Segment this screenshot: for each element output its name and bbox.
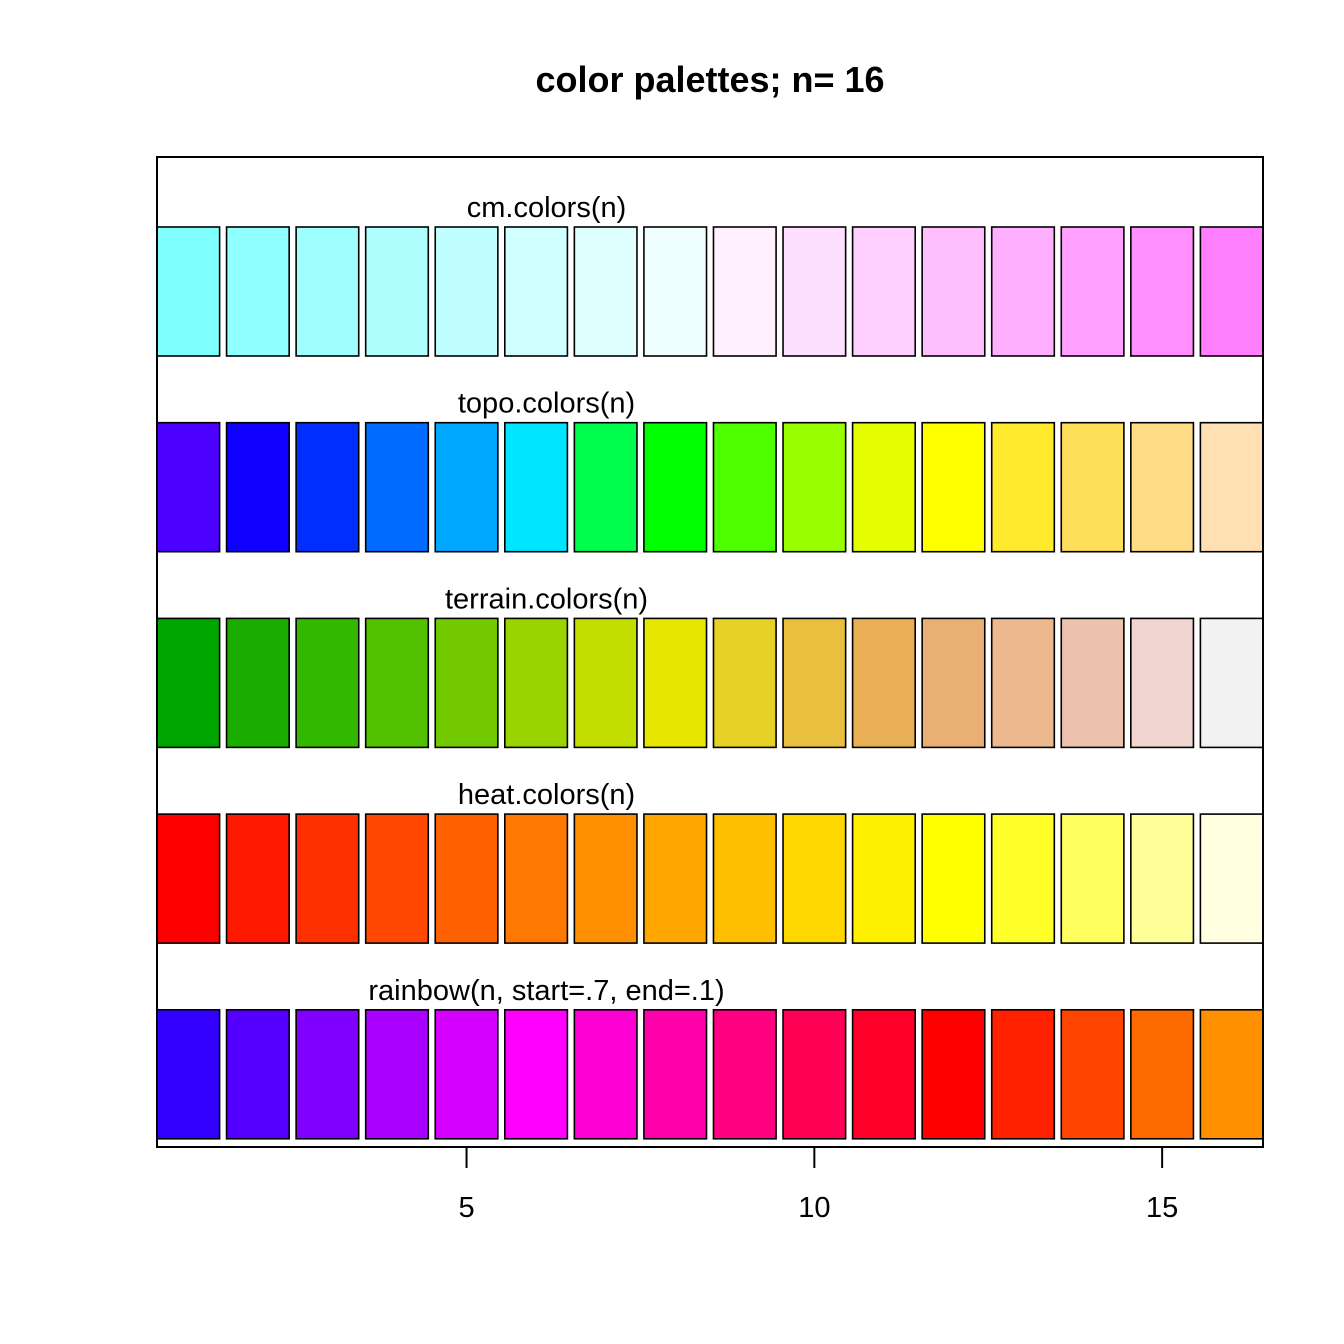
color-swatch [990,421,1056,553]
color-swatch [364,617,430,749]
color-swatch [1060,421,1125,553]
color-swatch [712,1008,777,1140]
color-swatch [643,813,708,944]
palette-label: cm.colors(n) [467,192,627,224]
color-swatch [1130,226,1195,357]
color-swatch [503,421,569,553]
color-swatch [921,421,986,553]
color-swatch [851,1008,917,1140]
color-swatch [1199,421,1264,553]
color-swatch [851,226,917,357]
x-axis: 5 10 15 [458,1146,1178,1224]
color-swatch [503,1008,569,1140]
color-swatch [295,226,360,357]
color-swatch [1060,813,1125,944]
color-swatch [156,813,221,944]
color-swatch [364,1008,430,1140]
color-swatch [295,1008,360,1140]
color-swatch [1130,813,1195,944]
color-swatch [1199,226,1264,357]
color-swatch [573,813,638,944]
color-swatch [1060,617,1125,749]
chart-title: color palettes; n= 16 [535,59,884,100]
color-swatch [990,226,1056,357]
swatch-rows: cm.colors(n) topo.colors(n) terrain.colors… [156,192,1264,1140]
color-swatch [225,1008,290,1140]
color-swatch [225,617,290,749]
palette-label: rainbow(n, start=.7, end=.1) [368,975,724,1007]
palette-label: terrain.colors(n) [445,583,648,615]
color-swatch [503,813,569,944]
color-swatch [851,813,917,944]
color-swatch [573,226,638,357]
color-swatch [225,226,290,357]
color-swatch [643,617,708,749]
color-swatch [434,813,499,944]
color-swatch [434,617,499,749]
color-swatch [573,421,638,553]
x-tick-label: 5 [458,1192,474,1224]
color-swatch [1130,1008,1195,1140]
color-swatch [643,226,708,357]
color-swatch [990,617,1056,749]
color-swatch [1130,421,1195,553]
color-swatch [921,226,986,357]
color-swatch [573,617,638,749]
x-tick-label: 10 [798,1192,830,1224]
color-swatch [782,1008,847,1140]
color-swatch [503,226,569,357]
color-swatch [156,226,221,357]
color-swatch [1199,617,1264,749]
color-swatch [156,421,221,553]
color-swatch [434,421,499,553]
color-swatch [295,421,360,553]
color-swatch [434,1008,499,1140]
color-swatch [1199,813,1264,944]
color-swatch [364,226,430,357]
color-swatch [712,421,777,553]
color-swatch [1130,617,1195,749]
color-swatch [1199,1008,1264,1140]
palette-label: heat.colors(n) [458,779,635,811]
color-swatch [643,1008,708,1140]
color-swatch [782,813,847,944]
color-swatch [851,421,917,553]
color-swatch [921,813,986,944]
color-swatch [990,1008,1056,1140]
color-swatch [990,813,1056,944]
color-swatch [573,1008,638,1140]
color-swatch [782,617,847,749]
color-swatch [921,617,986,749]
color-swatch [851,617,917,749]
color-swatch [225,813,290,944]
color-swatch [434,226,499,357]
palette-label: topo.colors(n) [458,388,635,420]
color-swatch [712,813,777,944]
color-swatch [782,421,847,553]
color-swatch [782,226,847,357]
color-swatch [1060,226,1125,357]
x-tick-label: 15 [1146,1192,1178,1224]
color-swatch [225,421,290,553]
color-swatch [364,421,430,553]
color-swatch [156,1008,221,1140]
color-swatch [1060,1008,1125,1140]
color-swatch [712,226,777,357]
color-swatch [156,617,221,749]
color-swatch [295,813,360,944]
color-swatch [921,1008,986,1140]
color-swatch [295,617,360,749]
color-swatch [503,617,569,749]
color-swatch [712,617,777,749]
color-swatch [364,813,430,944]
color-swatch [643,421,708,553]
